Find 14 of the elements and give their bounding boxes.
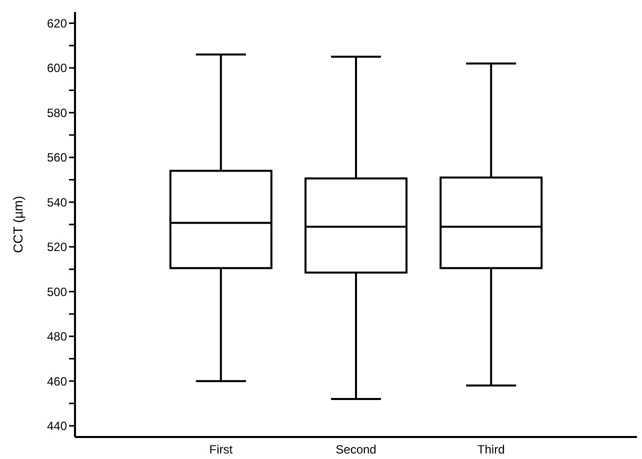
- y-tick-label: 580: [46, 106, 68, 120]
- x-tick-label: First: [209, 442, 234, 457]
- y-tick-label: 480: [46, 330, 68, 344]
- y-tick-label: 600: [46, 61, 68, 76]
- y-tick-label: 540: [46, 195, 68, 210]
- y-tick-label: 440: [46, 419, 68, 434]
- y-tick-label: 460: [46, 374, 68, 388]
- x-tick-label: Third: [477, 442, 505, 457]
- y-tick-label: 500: [46, 284, 68, 299]
- y-tick-label: 620: [46, 16, 68, 30]
- y-axis-title: CCT (µm): [10, 196, 26, 254]
- x-tick-label: Second: [336, 442, 376, 457]
- y-tick-label: 560: [46, 150, 68, 165]
- y-tick-label: 520: [46, 240, 68, 254]
